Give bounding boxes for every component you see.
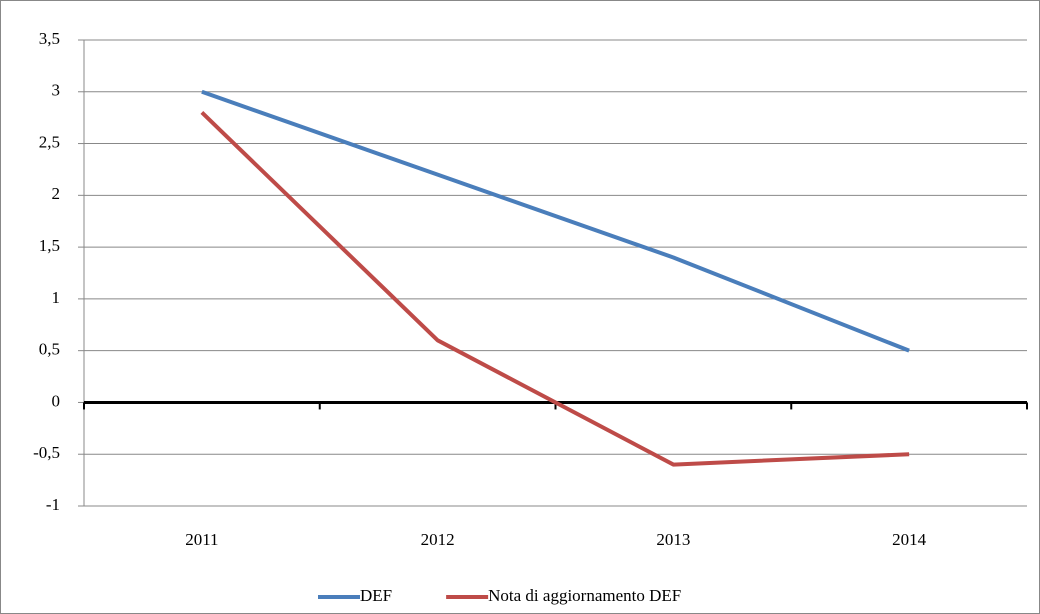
y-tick-label: 3 [52,81,61,100]
y-tick-label: 2,5 [39,132,60,151]
legend-label: Nota di aggiornamento DEF [488,586,681,605]
y-tick-label: -1 [46,495,60,514]
y-tick-label: 3,5 [39,29,60,48]
y-tick-label: 1 [52,288,61,307]
y-tick-label: 1,5 [39,236,60,255]
x-tick-label: 2012 [421,530,455,549]
series-line [201,89,910,353]
y-tick-label: 0,5 [39,340,60,359]
series-line [200,111,910,467]
y-tick-label: -0,5 [33,443,60,462]
x-tick-label: 2014 [892,530,927,549]
x-tick-label: 2011 [185,530,218,549]
y-tick-label: 0 [52,391,61,410]
y-tick-label: 2 [52,184,61,203]
x-tick-label: 2013 [656,530,690,549]
legend-label: DEF [360,586,392,605]
